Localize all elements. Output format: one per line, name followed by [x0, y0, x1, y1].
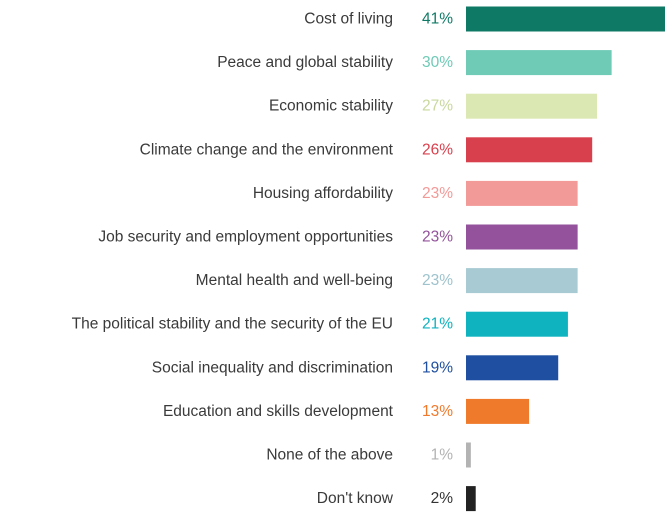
category-label: Peace and global stability [217, 54, 393, 71]
bar [466, 268, 578, 294]
category-label: Climate change and the environment [140, 141, 394, 158]
value-label: 30% [422, 54, 453, 71]
bar [466, 180, 578, 206]
value-label: 26% [422, 141, 453, 158]
bar [466, 486, 476, 512]
bar [466, 93, 598, 119]
category-label: None of the above [266, 447, 393, 464]
bar [466, 224, 578, 250]
category-label: Job security and employment opportunitie… [98, 229, 393, 246]
value-label: 41% [422, 11, 453, 28]
bar [466, 50, 612, 76]
value-label: 2% [431, 490, 454, 507]
category-label: Social inequality and discrimination [152, 359, 393, 376]
value-label: 23% [422, 229, 453, 246]
category-label: The political stability and the security… [72, 316, 393, 333]
value-label: 23% [422, 272, 453, 289]
category-label: Education and skills development [163, 403, 394, 420]
value-label: 21% [422, 316, 453, 333]
category-label: Economic stability [269, 98, 393, 115]
category-label: Mental health and well-being [196, 272, 393, 289]
value-label: 19% [422, 359, 453, 376]
value-label: 27% [422, 98, 453, 115]
value-label: 13% [422, 403, 453, 420]
value-label: 1% [431, 447, 454, 464]
bar [466, 355, 559, 381]
category-label: Housing affordability [253, 185, 393, 202]
bar [466, 442, 471, 468]
bar [466, 137, 593, 163]
category-label: Don't know [317, 490, 394, 507]
bar [466, 6, 665, 32]
bar [466, 398, 530, 424]
bar [466, 311, 568, 337]
category-label: Cost of living [304, 11, 393, 28]
value-label: 23% [422, 185, 453, 202]
